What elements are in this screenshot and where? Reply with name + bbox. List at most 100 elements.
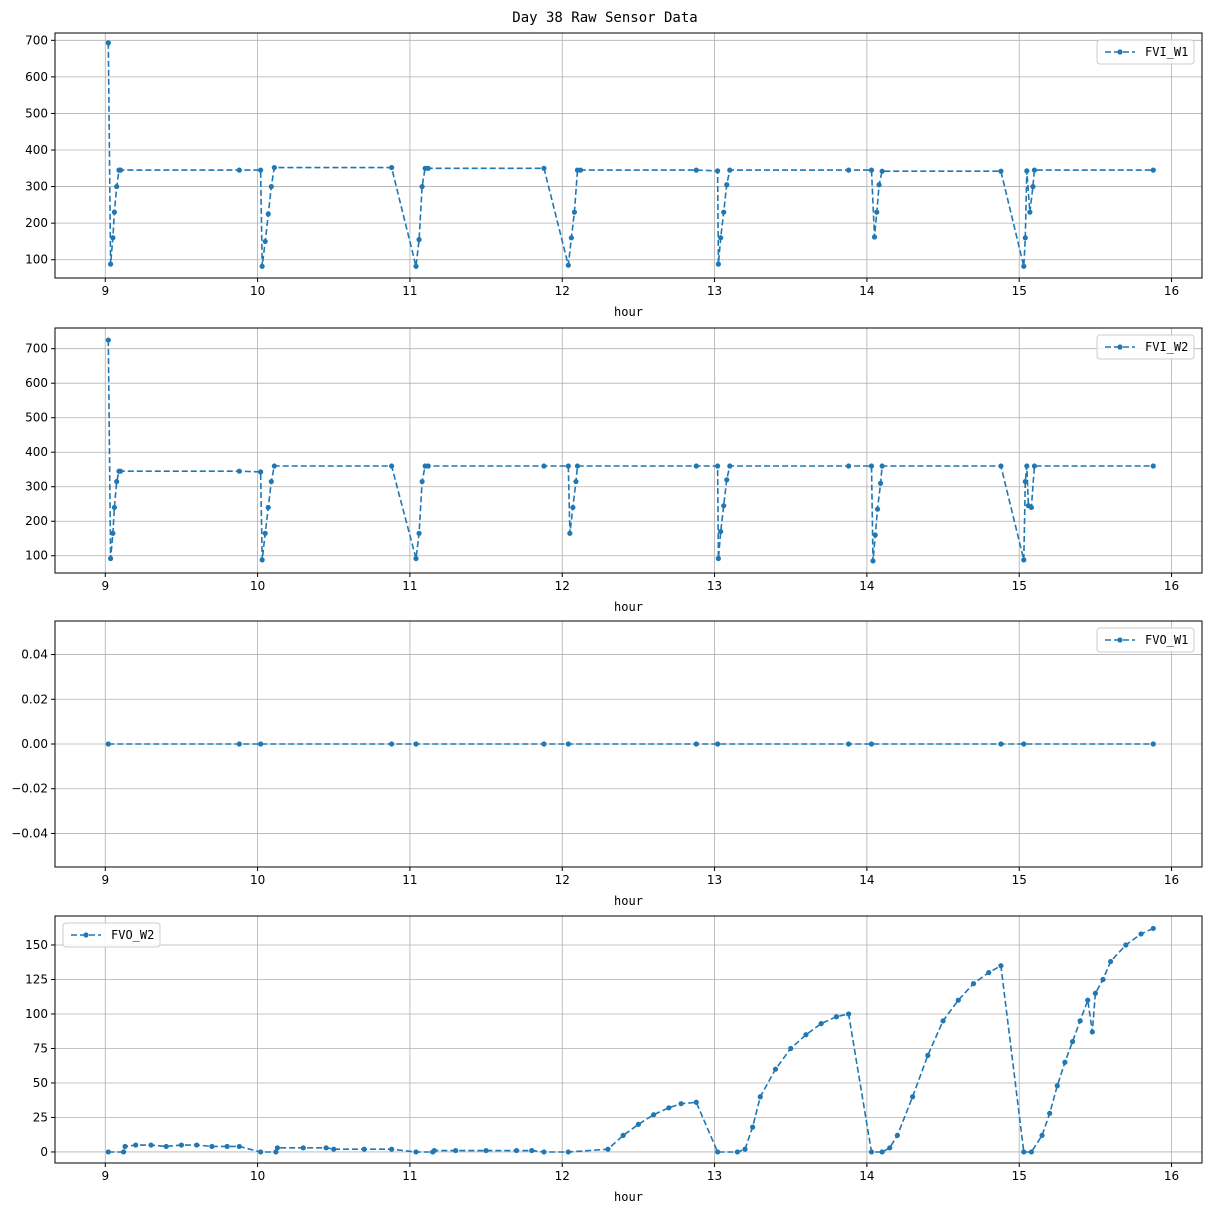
data-point bbox=[258, 741, 264, 747]
data-point bbox=[571, 209, 578, 215]
x-tick-label: 13 bbox=[707, 873, 722, 887]
data-point bbox=[258, 167, 264, 173]
y-tick-label: 700 bbox=[25, 33, 48, 47]
data-point bbox=[721, 209, 727, 215]
data-point bbox=[111, 209, 118, 215]
data-point bbox=[715, 261, 721, 267]
x-tick-label: 11 bbox=[402, 579, 417, 593]
data-point bbox=[573, 478, 579, 485]
y-tick-label: 400 bbox=[25, 445, 48, 459]
data-point bbox=[568, 235, 574, 241]
legend: FVI_W1 bbox=[1096, 39, 1195, 65]
data-point bbox=[879, 168, 885, 174]
data-point bbox=[1092, 990, 1098, 996]
y-tick-label: 0.00 bbox=[21, 737, 48, 751]
subplot-4: 9 10 11 12 13 14 15 16 0 25 50 75 100 125 150 hour FVO_W… bbox=[25, 915, 1203, 1204]
data-point bbox=[236, 167, 242, 173]
data-point bbox=[224, 1143, 230, 1150]
data-point bbox=[1022, 235, 1028, 241]
data-point bbox=[846, 741, 852, 747]
data-point bbox=[998, 741, 1004, 747]
data-point bbox=[1077, 1018, 1083, 1024]
data-point bbox=[718, 235, 724, 241]
data-point bbox=[107, 555, 114, 562]
data-point bbox=[1062, 1059, 1068, 1065]
data-point bbox=[268, 478, 274, 485]
data-point bbox=[513, 1147, 520, 1154]
data-point bbox=[114, 478, 120, 485]
axes-frame bbox=[54, 32, 1203, 279]
data-point bbox=[1028, 504, 1034, 511]
x-tick-label: 12 bbox=[555, 579, 570, 593]
y-tick-label: 600 bbox=[25, 70, 48, 84]
data-point bbox=[419, 478, 425, 485]
data-point bbox=[413, 263, 419, 269]
data-point bbox=[1150, 741, 1156, 747]
x-tick-label: 10 bbox=[250, 1169, 265, 1183]
x-tick-label: 9 bbox=[101, 284, 109, 298]
data-point bbox=[757, 1094, 763, 1100]
data-point bbox=[271, 164, 277, 171]
legend-label: FVO_W1 bbox=[1145, 633, 1188, 647]
data-point bbox=[331, 1146, 337, 1152]
data-point bbox=[833, 1014, 840, 1020]
x-tick-label: 12 bbox=[555, 284, 570, 298]
data-point bbox=[389, 463, 395, 469]
data-point bbox=[724, 477, 730, 483]
x-tick-label: 15 bbox=[1012, 284, 1027, 298]
legend-label: FVI_W1 bbox=[1145, 45, 1188, 59]
data-point bbox=[868, 167, 875, 173]
data-point bbox=[110, 530, 116, 536]
data-point bbox=[727, 167, 733, 173]
data-point bbox=[259, 263, 265, 269]
data-point bbox=[541, 1149, 547, 1155]
data-point bbox=[1021, 1149, 1027, 1155]
data-point bbox=[419, 183, 425, 190]
y-tick-label: 500 bbox=[25, 411, 48, 425]
subplot-3: 9 10 11 12 13 14 15 16 −0.04 −0.02 0.00 0.02 0.04 hou… bbox=[11, 620, 1203, 908]
data-point bbox=[105, 40, 111, 46]
data-point bbox=[693, 741, 699, 747]
x-tick-label: 10 bbox=[250, 579, 265, 593]
axes-frame bbox=[54, 327, 1203, 574]
data-point bbox=[453, 1147, 459, 1154]
data-point bbox=[163, 1143, 169, 1150]
data-point bbox=[874, 209, 880, 215]
data-point bbox=[565, 1149, 571, 1155]
x-tick-label: 10 bbox=[250, 284, 265, 298]
data-point bbox=[111, 504, 118, 511]
data-point bbox=[715, 463, 721, 469]
data-point bbox=[133, 1142, 139, 1148]
legend-label: FVO_W2 bbox=[111, 928, 154, 942]
y-tick-label: 400 bbox=[25, 143, 48, 157]
data-point bbox=[1028, 1149, 1034, 1155]
legend: FVO_W2 bbox=[62, 922, 161, 948]
data-point bbox=[1031, 463, 1038, 469]
x-tick-label: 12 bbox=[555, 1169, 570, 1183]
data-point bbox=[871, 234, 878, 240]
x-tick-label: 11 bbox=[402, 1169, 417, 1183]
data-point bbox=[715, 1149, 721, 1155]
y-tick-label: 300 bbox=[25, 480, 48, 494]
x-tick-label: 11 bbox=[402, 284, 417, 298]
data-point bbox=[273, 1149, 279, 1155]
y-tick-label: −0.02 bbox=[11, 782, 48, 796]
data-point bbox=[262, 530, 268, 536]
y-tick-label: 100 bbox=[25, 253, 48, 267]
y-tick-label: 75 bbox=[33, 1041, 48, 1055]
y-tick-label: 0 bbox=[40, 1145, 48, 1159]
data-point bbox=[1138, 931, 1144, 937]
x-tick-label: 16 bbox=[1164, 284, 1179, 298]
data-point bbox=[567, 530, 573, 536]
legend-marker-swatch bbox=[83, 932, 89, 938]
data-point bbox=[998, 463, 1004, 469]
data-point bbox=[868, 741, 875, 747]
legend-label: FVI_W2 bbox=[1145, 340, 1188, 354]
legend-box bbox=[1096, 334, 1195, 360]
data-point bbox=[413, 1149, 419, 1155]
data-point bbox=[1031, 167, 1038, 173]
data-point bbox=[870, 558, 876, 564]
data-point bbox=[105, 1149, 111, 1155]
data-point bbox=[114, 183, 120, 190]
